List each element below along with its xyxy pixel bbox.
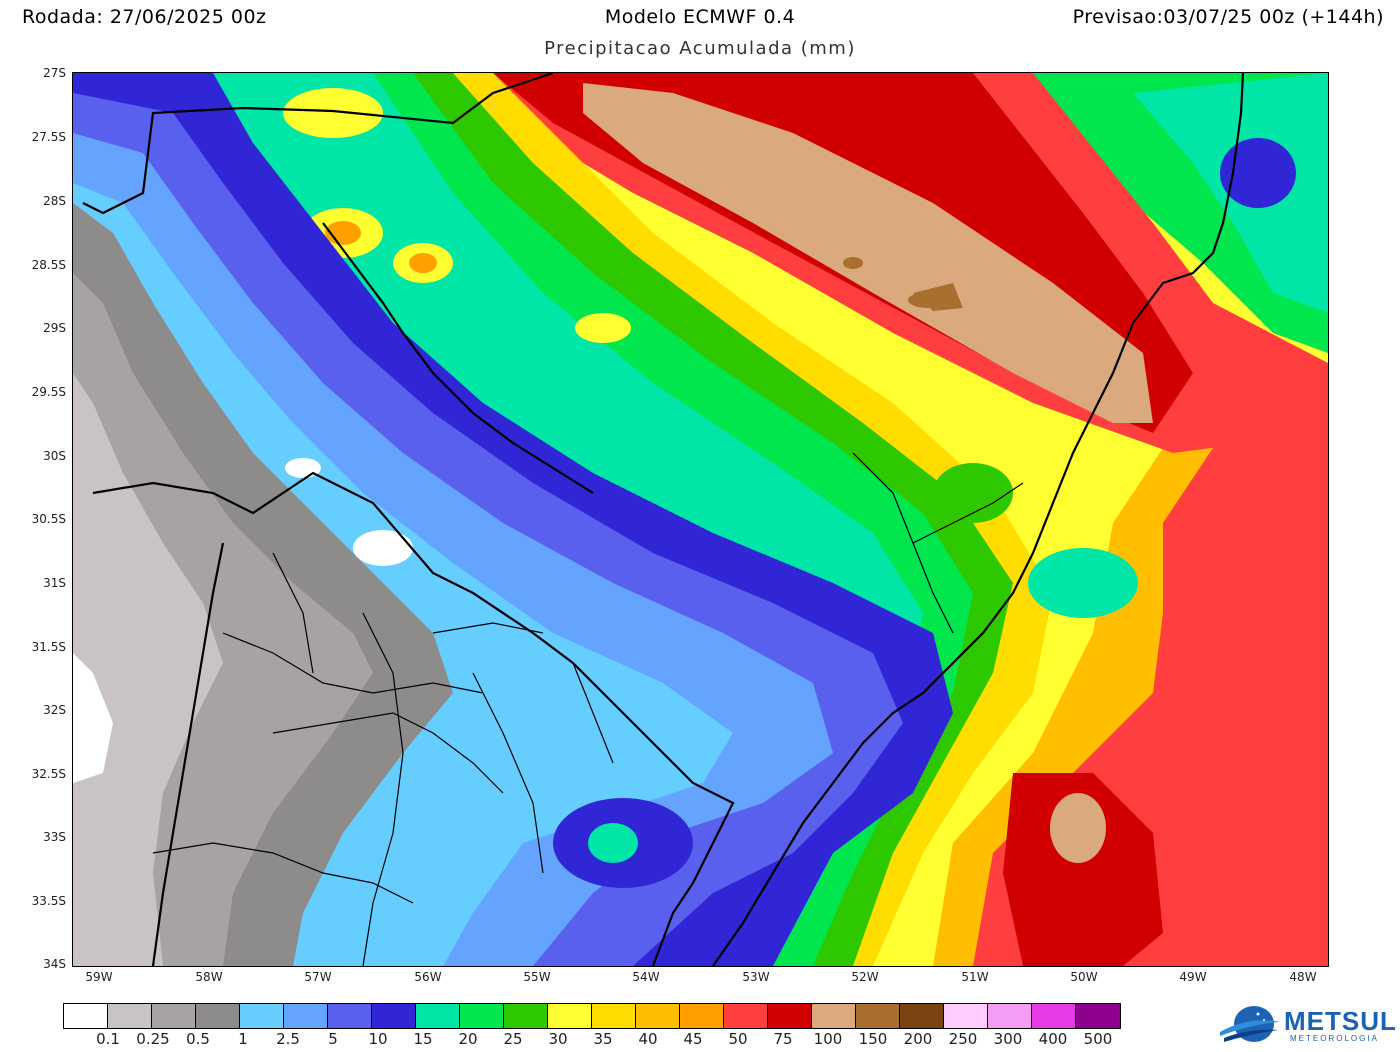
lon-label: 49W bbox=[1179, 970, 1207, 984]
colorbar-cell bbox=[636, 1004, 680, 1028]
colorbar-cell bbox=[328, 1004, 372, 1028]
colorbar-cell bbox=[900, 1004, 944, 1028]
colorbar-cell bbox=[724, 1004, 768, 1028]
lat-label: 29.5S bbox=[31, 385, 66, 399]
lat-label: 34S bbox=[43, 957, 66, 971]
colorbar-label: 250 bbox=[948, 1030, 978, 1048]
colorbar-label: 1 bbox=[238, 1030, 248, 1048]
colorbar-cell bbox=[108, 1004, 152, 1028]
colorbar-cell bbox=[1032, 1004, 1076, 1028]
colorbar-label: 0.25 bbox=[136, 1030, 170, 1048]
lat-label: 30.5S bbox=[31, 512, 66, 526]
lon-label: 50W bbox=[1070, 970, 1098, 984]
colorbar-cell bbox=[416, 1004, 460, 1028]
colorbar-cell bbox=[284, 1004, 328, 1028]
colorbar-cell bbox=[460, 1004, 504, 1028]
colorbar-label: 30 bbox=[548, 1030, 568, 1048]
colorbar-label: 15 bbox=[413, 1030, 433, 1048]
lat-label: 31.5S bbox=[31, 640, 66, 654]
colorbar-label: 150 bbox=[858, 1030, 888, 1048]
lon-label: 48W bbox=[1289, 970, 1317, 984]
lon-label: 53W bbox=[742, 970, 770, 984]
lon-label: 52W bbox=[851, 970, 879, 984]
lat-label: 29S bbox=[43, 321, 66, 335]
colorbar-label: 35 bbox=[593, 1030, 613, 1048]
colorbar-label: 300 bbox=[993, 1030, 1023, 1048]
precipitation-field bbox=[73, 73, 1328, 966]
colorbar-label: 10 bbox=[368, 1030, 388, 1048]
precipitation-map bbox=[72, 72, 1329, 967]
colorbar-label: 0.5 bbox=[186, 1030, 210, 1048]
colorbar-label: 2.5 bbox=[276, 1030, 300, 1048]
lat-label: 30S bbox=[43, 449, 66, 463]
colorbar-label: 40 bbox=[638, 1030, 658, 1048]
lat-label: 32.5S bbox=[31, 767, 66, 781]
metsul-logo: METSUL METEOROLOGIA bbox=[1218, 1002, 1396, 1046]
lat-label: 33S bbox=[43, 830, 66, 844]
colorbar-label: 50 bbox=[728, 1030, 748, 1048]
colorbar-cell bbox=[64, 1004, 108, 1028]
lon-label: 57W bbox=[304, 970, 332, 984]
lat-label: 27S bbox=[43, 66, 66, 80]
colorbar-label: 75 bbox=[773, 1030, 793, 1048]
lon-label: 58W bbox=[195, 970, 223, 984]
colorbar-cell bbox=[548, 1004, 592, 1028]
colorbar-label: 100 bbox=[813, 1030, 843, 1048]
lon-label: 55W bbox=[523, 970, 551, 984]
colorbar-cell bbox=[196, 1004, 240, 1028]
lat-label: 31S bbox=[43, 576, 66, 590]
colorbar-cell bbox=[856, 1004, 900, 1028]
precipitation-colorbar bbox=[63, 1003, 1121, 1029]
colorbar-label: 200 bbox=[903, 1030, 933, 1048]
lon-label: 59W bbox=[85, 970, 113, 984]
map-subtitle: Precipitacao Acumulada (mm) bbox=[544, 38, 856, 59]
logo-name: METSUL bbox=[1284, 1006, 1397, 1036]
colorbar-cell bbox=[592, 1004, 636, 1028]
lon-label: 54W bbox=[632, 970, 660, 984]
colorbar-cell bbox=[768, 1004, 812, 1028]
lat-label: 27.5S bbox=[31, 130, 66, 144]
forecast-time-label: Previsao:03/07/25 00z (+144h) bbox=[1072, 6, 1384, 28]
colorbar-label: 400 bbox=[1038, 1030, 1068, 1048]
model-title: Modelo ECMWF 0.4 bbox=[604, 6, 796, 28]
lat-label: 33.5S bbox=[31, 894, 66, 908]
globe-icon bbox=[1220, 1006, 1280, 1042]
lat-label: 28S bbox=[43, 194, 66, 208]
colorbar-cell bbox=[152, 1004, 196, 1028]
lat-label: 32S bbox=[43, 703, 66, 717]
lon-label: 51W bbox=[961, 970, 989, 984]
colorbar-label: 5 bbox=[328, 1030, 338, 1048]
colorbar-label: 25 bbox=[503, 1030, 523, 1048]
colorbar-label: 500 bbox=[1083, 1030, 1113, 1048]
colorbar-cell bbox=[240, 1004, 284, 1028]
colorbar-label: 0.1 bbox=[96, 1030, 120, 1048]
logo-tagline: METEOROLOGIA bbox=[1290, 1034, 1379, 1043]
lat-label: 28.5S bbox=[31, 258, 66, 272]
colorbar-cell bbox=[944, 1004, 988, 1028]
lon-label: 56W bbox=[414, 970, 442, 984]
colorbar-cell bbox=[504, 1004, 548, 1028]
colorbar-cell bbox=[372, 1004, 416, 1028]
colorbar-label: 20 bbox=[458, 1030, 478, 1048]
colorbar-cell bbox=[680, 1004, 724, 1028]
run-date-label: Rodada: 27/06/2025 00z bbox=[22, 6, 267, 28]
colorbar-label: 45 bbox=[683, 1030, 703, 1048]
colorbar-cell bbox=[988, 1004, 1032, 1028]
colorbar-cell bbox=[812, 1004, 856, 1028]
colorbar-cell bbox=[1076, 1004, 1120, 1028]
